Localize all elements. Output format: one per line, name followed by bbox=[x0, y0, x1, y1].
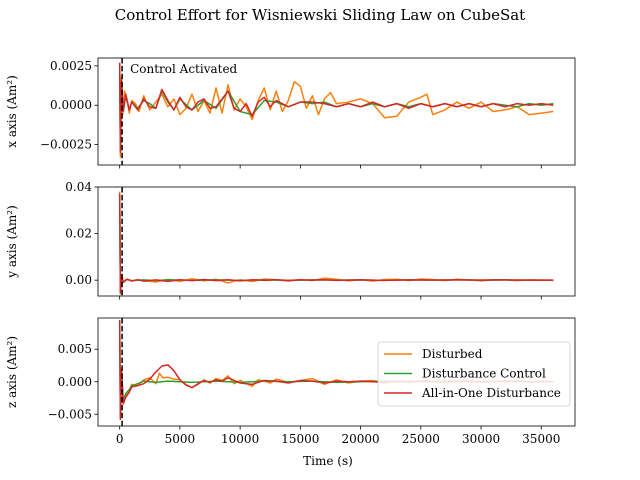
x-tick-label: 0 bbox=[116, 432, 124, 446]
y-axis-label-y: y axis (Am²) bbox=[5, 205, 19, 279]
chart-title: Control Effort for Wisniewski Sliding La… bbox=[115, 6, 525, 24]
series-line-x-disturbed bbox=[118, 65, 554, 158]
panel-x-lines bbox=[118, 62, 554, 158]
y-tick-label-y: 0.00 bbox=[65, 273, 92, 287]
legend-label: Disturbance Control bbox=[422, 367, 546, 381]
x-tick-label: 20000 bbox=[341, 432, 379, 446]
y-tick-label-y: 0.02 bbox=[65, 227, 92, 241]
x-tick-label: 10000 bbox=[221, 432, 259, 446]
y-axis-label-x: x axis (Am²) bbox=[5, 75, 19, 148]
series-line-x-all-in-one-disturbance bbox=[118, 62, 554, 154]
panel-x: −0.0025 0.0000 0.0025 x axis (Am²) Control A… bbox=[5, 57, 576, 169]
axes-frame-y bbox=[97, 186, 576, 297]
panel-y: 0.00 0.02 0.04 y axis (Am²) bbox=[5, 180, 576, 300]
panel-y-lines bbox=[118, 191, 554, 295]
legend-box bbox=[377, 341, 571, 407]
x-tick-label: 15000 bbox=[281, 432, 319, 446]
control-activated-annotation: Control Activated bbox=[130, 62, 237, 76]
y-axis-label-z: z axis (Am²) bbox=[5, 336, 19, 408]
x-tick-label: 25000 bbox=[402, 432, 440, 446]
legend-label: Disturbed bbox=[422, 347, 483, 361]
series-line-y-disturbed bbox=[118, 191, 554, 295]
y-tick-label-y: 0.04 bbox=[65, 180, 92, 194]
x-axis-label: Time (s) bbox=[303, 454, 353, 468]
panel-z: −0.005 0.000 0.005 0 5000 10000 15000 20000 2500… bbox=[5, 317, 576, 446]
x-tick-label: 35000 bbox=[522, 432, 560, 446]
y-tick-label-x: 0.0000 bbox=[50, 98, 92, 112]
series-line-y-disturbance-control bbox=[118, 196, 554, 293]
axes-frame-x bbox=[97, 57, 576, 166]
y-tick-label-z: −0.005 bbox=[48, 407, 92, 421]
y-tick-label-x: −0.0025 bbox=[40, 138, 92, 152]
x-tick-label: 30000 bbox=[462, 432, 500, 446]
series-line-y-all-in-one-disturbance bbox=[118, 193, 554, 294]
y-tick-label-z: 0.000 bbox=[58, 375, 92, 389]
legend-label: All-in-One Disturbance bbox=[421, 386, 561, 400]
y-tick-label-x: 0.0025 bbox=[50, 59, 92, 73]
y-tick-label-z: 0.005 bbox=[58, 342, 92, 356]
axes-frame-z bbox=[97, 317, 576, 427]
x-tick-label: 5000 bbox=[165, 432, 196, 446]
legend: Disturbed Disturbance Control All-in-One D… bbox=[377, 341, 571, 407]
